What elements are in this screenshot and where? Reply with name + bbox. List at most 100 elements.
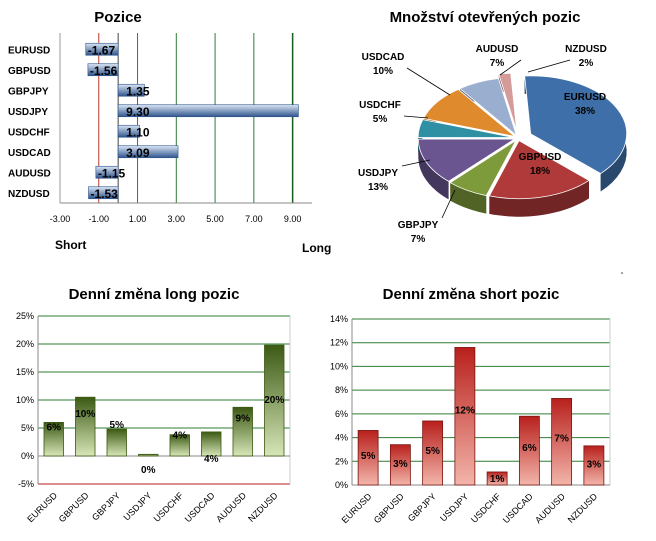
daily-long-data-label: 10% xyxy=(75,409,95,420)
positions-tick-label: -3.00 xyxy=(50,214,71,224)
positions-category-label: AUDUSD xyxy=(8,168,51,179)
daily-short-data-label: 5% xyxy=(425,446,440,457)
daily-long-bar xyxy=(75,396,96,457)
daily-long-bar xyxy=(138,453,159,457)
daily-long-data-label: 20% xyxy=(264,395,284,406)
positions-value-label: -1.56 xyxy=(90,64,118,78)
daily-short-category-label: USDCHF xyxy=(469,491,503,525)
positions-category-label: GBPJPY xyxy=(8,86,49,97)
daily-short-bar xyxy=(551,398,573,486)
daily-short-category-label: USDJPY xyxy=(438,491,470,523)
positions-short-label: Short xyxy=(55,238,86,252)
positions-category-label: GBPUSD xyxy=(8,66,51,77)
positions-category-label: USDCAD xyxy=(8,148,51,159)
daily-long-data-label: 4% xyxy=(204,454,219,465)
pie-leader-line xyxy=(441,189,456,219)
pie-slice xyxy=(449,139,518,197)
daily-short-y-tick-label: 6% xyxy=(335,409,348,419)
positions-tick-label: -1.00 xyxy=(89,214,110,224)
pie-slice-percent: 38% xyxy=(575,106,595,117)
positions-value-label: -1.67 xyxy=(88,43,116,57)
daily-long-y-tick-label: 25% xyxy=(16,311,34,321)
daily-long-title: Denní změna long pozic xyxy=(69,286,240,303)
positions-value-label: 1.35 xyxy=(126,84,150,98)
open-positions-chart: Množství otevřených pozic EURUSD 38% GBPUSD… xyxy=(358,9,628,245)
positions-value-label: -1.53 xyxy=(90,187,118,201)
pie-slice xyxy=(488,140,590,200)
positions-category-label: NZDUSD xyxy=(8,189,50,200)
daily-long-bar xyxy=(43,421,64,457)
positions-category-label: USDCHF xyxy=(8,127,50,138)
daily-long-category-label: USDCHF xyxy=(152,490,186,524)
daily-short-bar xyxy=(518,415,540,486)
daily-long-y-tick-label: 0% xyxy=(21,451,34,461)
pie-leader-line xyxy=(401,159,431,167)
positions-value-label: 1.10 xyxy=(126,125,150,139)
daily-short-bar xyxy=(422,420,444,486)
pie-leader-line xyxy=(527,59,571,73)
positions-category-label: USDJPY xyxy=(8,107,48,118)
daily-short-bar xyxy=(357,430,379,486)
daily-short-data-label: 12% xyxy=(455,405,475,416)
pie-slice-label: GBPJPY xyxy=(398,220,439,231)
positions-long-label: Long xyxy=(302,241,331,255)
daily-long-y-tick-label: 20% xyxy=(16,339,34,349)
positions-bar xyxy=(95,165,119,179)
daily-long-y-tick-label: 10% xyxy=(16,395,34,405)
positions-bar xyxy=(85,42,119,56)
pie-slice-percent: 10% xyxy=(373,66,393,77)
daily-short-category-label: GBPJPY xyxy=(406,491,438,523)
daily-short-data-label: 7% xyxy=(554,433,569,444)
pie-slice xyxy=(524,75,628,174)
daily-long-bar xyxy=(201,431,222,457)
pie-slice xyxy=(498,72,518,132)
positions-tick-label: 5.00 xyxy=(206,214,224,224)
daily-short-y-tick-label: 2% xyxy=(335,456,348,466)
daily-short-category-label: USDCAD xyxy=(501,491,535,525)
positions-title: Pozice xyxy=(94,9,142,26)
daily-long-data-label: 5% xyxy=(110,420,125,431)
pie-slice-label: AUDUSD xyxy=(476,44,519,55)
daily-long-category-label: GBPJPY xyxy=(90,490,122,522)
daily-short-y-tick-label: 12% xyxy=(330,338,348,348)
daily-long-bar xyxy=(106,428,127,457)
stray-dot xyxy=(621,272,623,274)
pie-slice-side xyxy=(489,180,589,217)
pie-slice-label: GBPUSD xyxy=(519,152,562,163)
daily-long-bar xyxy=(232,406,253,457)
positions-tick-label: 7.00 xyxy=(245,214,263,224)
pie-slice-percent: 5% xyxy=(373,114,388,125)
positions-chart: Pozice -3.00 -1.00 1.00 3.00 5.00 7.00 9.00 EURU… xyxy=(8,9,331,255)
pie-slice-percent: 18% xyxy=(530,166,550,177)
daily-long-data-label: 4% xyxy=(173,431,188,442)
pie-slice-side xyxy=(418,139,449,200)
pie-leader-line xyxy=(406,67,451,96)
daily-long-y-tick-label: -5% xyxy=(18,479,34,489)
daily-long-category-label: AUDUSD xyxy=(214,490,248,524)
pie-leader-line xyxy=(499,59,522,76)
daily-short-data-label: 5% xyxy=(361,451,376,462)
daily-short-category-label: EURUSD xyxy=(340,491,374,525)
pie-slice xyxy=(422,88,516,137)
open-positions-title: Množství otevřených pozic xyxy=(390,9,581,26)
pie-slice-label: NZDUSD xyxy=(565,44,607,55)
daily-long-category-label: GBPUSD xyxy=(57,490,91,524)
daily-long-category-label: USDJPY xyxy=(121,490,153,522)
daily-short-category-label: GBPUSD xyxy=(372,491,406,525)
positions-tick-label: 9.00 xyxy=(284,214,302,224)
positions-category-label: EURUSD xyxy=(8,45,50,56)
positions-bar xyxy=(117,124,140,138)
pie-slice xyxy=(417,119,515,138)
pie-leader-line xyxy=(403,115,429,119)
positions-bar xyxy=(117,104,299,118)
positions-value-label: -1.15 xyxy=(98,166,126,180)
daily-short-data-label: 1% xyxy=(490,474,505,485)
positions-bar xyxy=(88,186,119,200)
daily-short-y-tick-label: 8% xyxy=(335,385,348,395)
pie-slice-label: USDCHF xyxy=(359,100,401,111)
daily-short-bar xyxy=(389,444,411,486)
daily-short-data-label: 6% xyxy=(522,443,537,454)
positions-bar xyxy=(87,63,119,77)
positions-bar xyxy=(117,83,145,97)
